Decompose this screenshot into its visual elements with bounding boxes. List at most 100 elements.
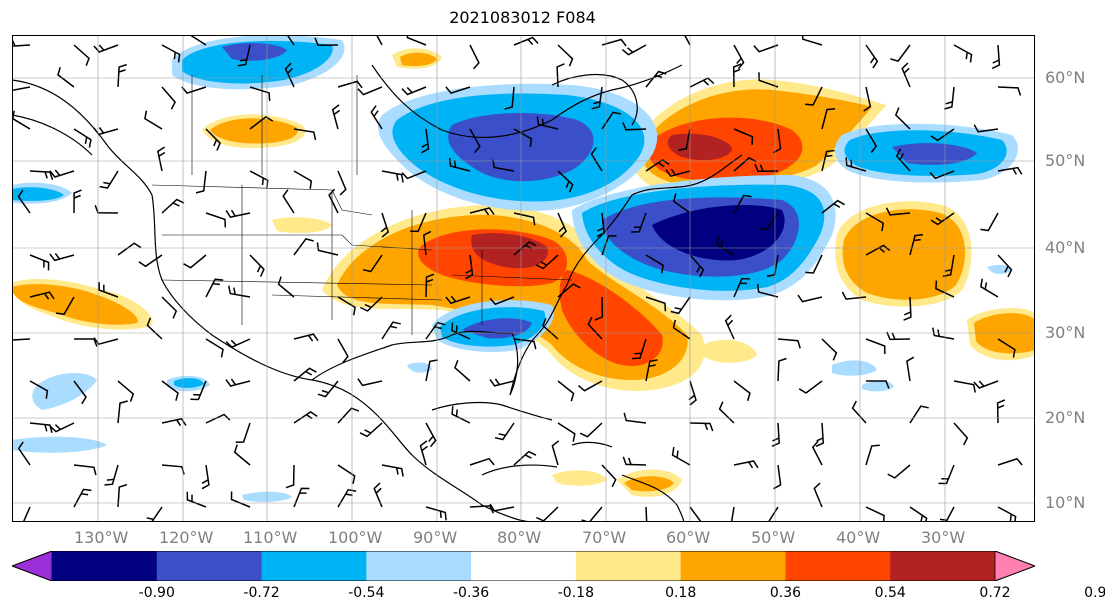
wind-barb <box>811 440 823 466</box>
wind-barb <box>146 317 163 340</box>
wind-barb <box>645 506 648 522</box>
wind-barb <box>117 242 142 256</box>
wind-barb <box>469 44 480 70</box>
wind-barb <box>601 235 617 256</box>
wind-barb <box>337 170 347 196</box>
wind-barb <box>293 238 314 256</box>
wind-barb <box>17 189 31 214</box>
wind-barb <box>186 491 207 508</box>
wind-barb <box>758 72 779 88</box>
colorbar-segment <box>52 551 158 581</box>
wind-barb <box>815 422 825 447</box>
wind-barb <box>591 86 603 110</box>
longitude-label: 80°W <box>497 528 542 547</box>
wind-barb <box>73 488 92 508</box>
longitude-label: 110°W <box>243 528 298 547</box>
wind-barb <box>49 169 75 178</box>
wind-barb <box>406 35 427 46</box>
colorbar-tick-label: -0.72 <box>243 585 280 601</box>
wind-barb <box>771 422 780 447</box>
wind-barb <box>730 506 735 522</box>
wind-barb <box>895 148 911 172</box>
wind-barb <box>492 159 515 172</box>
wind-barb <box>161 198 185 214</box>
wind-barb <box>733 380 751 402</box>
wind-barb <box>557 170 574 193</box>
graticule <box>12 35 1035 522</box>
wind-barb <box>821 107 836 130</box>
wind-barb <box>73 44 90 67</box>
wind-barb <box>465 254 474 280</box>
wind-barb <box>282 189 295 214</box>
wind-barb <box>357 86 383 96</box>
wind-barb <box>93 44 119 53</box>
wind-barb <box>381 321 401 340</box>
wind-barb <box>314 37 339 46</box>
wind-barb <box>683 35 691 46</box>
wind-barb <box>161 417 187 427</box>
wind-barb <box>425 359 438 382</box>
wind-barb <box>419 440 428 466</box>
colorbar-segment <box>261 551 367 581</box>
wind-barb <box>183 254 207 269</box>
wind-barb <box>596 212 606 238</box>
wind-barb <box>73 380 87 405</box>
wind-barb <box>777 338 801 349</box>
wind-barb <box>380 212 390 238</box>
wind-barb <box>557 380 575 402</box>
wind-barb <box>631 212 647 233</box>
wind-barb <box>73 189 82 214</box>
colorbar-tick-label: -0.90 <box>138 585 175 601</box>
wind-barb <box>451 406 471 424</box>
wind-barb <box>601 464 617 488</box>
wind-barb <box>885 207 911 216</box>
wind-barb <box>104 464 119 486</box>
wind-barb <box>672 319 691 340</box>
wind-barb <box>469 207 495 216</box>
wind-barb <box>17 441 31 466</box>
wind-barb <box>401 86 427 96</box>
wind-barb <box>205 212 227 228</box>
wind-barb <box>622 122 647 131</box>
latitude-label: 50°N <box>1045 151 1086 170</box>
colorbar-segment <box>471 551 577 581</box>
colorbar-segment <box>785 551 891 581</box>
wind-barb <box>293 333 319 342</box>
wind-barb <box>733 194 752 214</box>
map-panel <box>12 35 1035 522</box>
wind-barb <box>451 322 471 340</box>
wind-barb <box>375 35 383 46</box>
wind-barb <box>678 128 691 151</box>
wind-barb <box>797 294 823 303</box>
wind-barb <box>513 212 536 226</box>
wind-barb <box>157 146 166 172</box>
wind-barb <box>142 506 163 522</box>
wind-barb <box>161 44 181 63</box>
wind-barb <box>117 63 127 88</box>
wind-barb <box>425 506 447 521</box>
wind-barb <box>421 128 430 154</box>
wind-barb <box>513 128 533 147</box>
wind-barb <box>425 321 446 340</box>
map-title: 2021083012 F084 <box>449 8 596 27</box>
colorbar-tick-label: 0.18 <box>665 585 697 601</box>
wind-barb <box>866 380 890 389</box>
wind-barb <box>469 128 481 154</box>
wind-barb <box>754 163 779 173</box>
wind-barb <box>337 464 356 484</box>
wind-barb <box>929 170 955 180</box>
longitude-label: 50°W <box>751 528 796 547</box>
wind-barb <box>645 296 667 312</box>
wind-barb <box>777 357 787 382</box>
colorbar-tick-label: -0.18 <box>557 585 594 601</box>
wind-barb <box>581 506 603 522</box>
colorbar-extend-high <box>994 551 1035 581</box>
wind-barb <box>594 296 604 321</box>
wind-barb <box>249 115 274 130</box>
colorbar-tick-label: 0.54 <box>874 585 906 601</box>
latitude-label: 20°N <box>1045 408 1086 427</box>
wind-barb <box>381 170 404 183</box>
wind-barb <box>756 283 779 298</box>
wind-barb <box>337 80 363 89</box>
wind-barb <box>357 378 383 387</box>
